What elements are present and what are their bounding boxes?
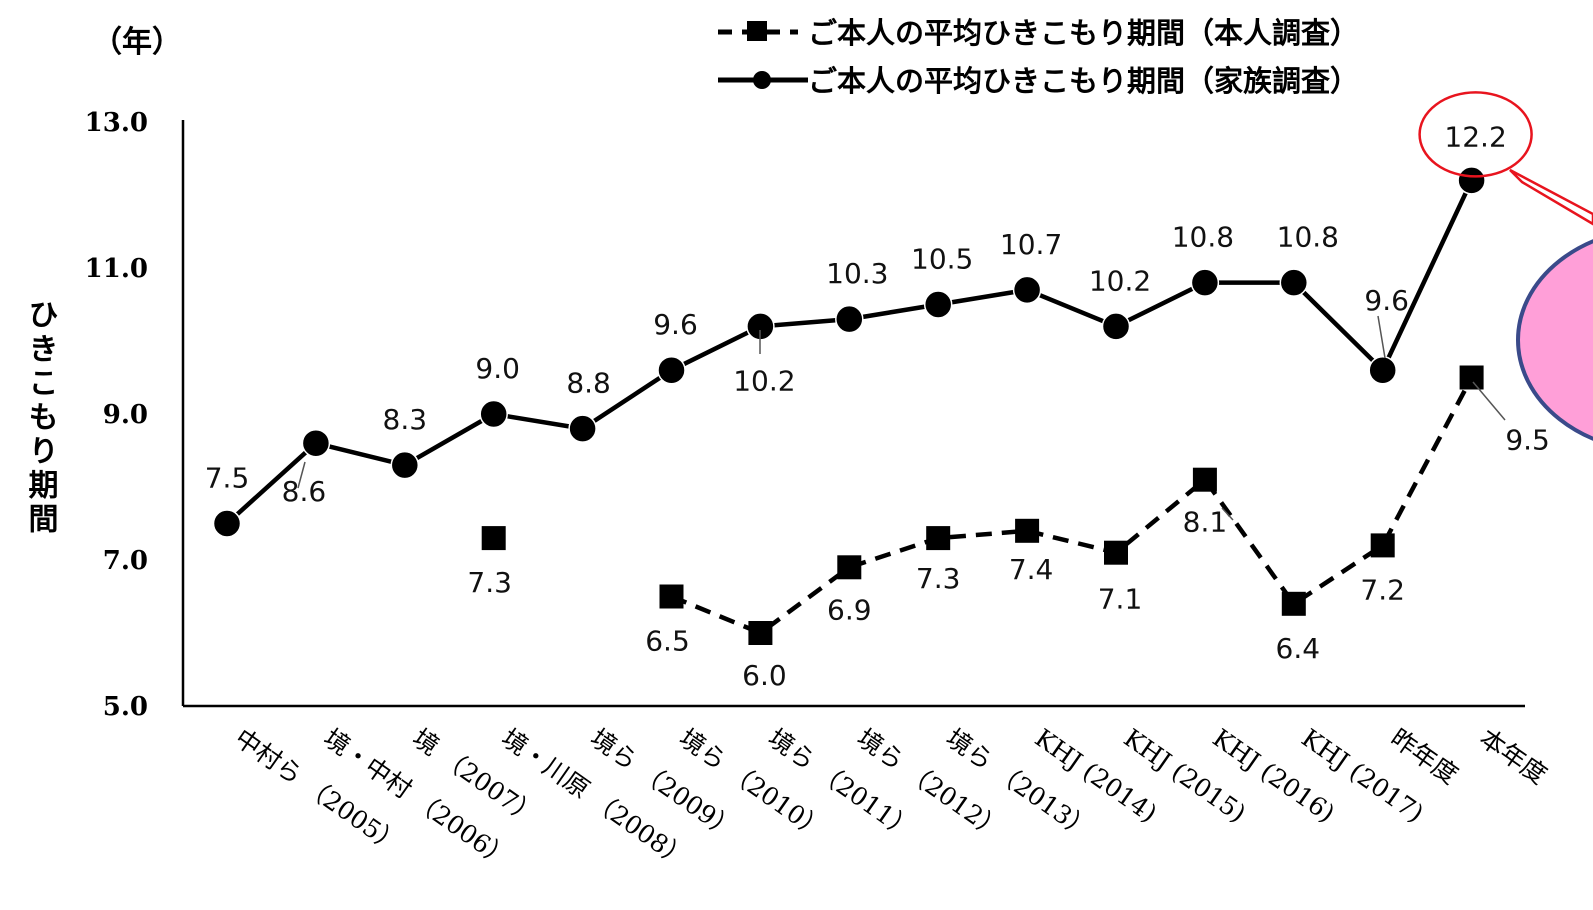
data-point-square — [1015, 518, 1040, 543]
data-label: 10.2 — [733, 364, 795, 397]
legend-label-family-survey: ご本人の平均ひきこもり期間（家族調査） — [808, 64, 1359, 98]
data-label: 12.2 — [1444, 120, 1506, 153]
data-point-square — [748, 621, 773, 645]
x-tick-label: 本年度 — [1474, 723, 1552, 790]
data-point-circle — [1279, 268, 1309, 297]
legend: ご本人の平均ひきこもり期間（本人調査） ご本人の平均ひきこもり期間（家族調査） — [718, 16, 1359, 98]
data-label: 7.4 — [1009, 553, 1054, 586]
data-label: 8.8 — [566, 367, 611, 400]
data-point-circle — [657, 355, 686, 385]
data-point-circle — [301, 428, 331, 458]
x-tick-label: 境ら （2009） — [585, 723, 742, 845]
label-leader-line — [297, 461, 306, 489]
data-point-square — [1459, 365, 1484, 390]
data-label: 8.1 — [1183, 506, 1228, 539]
data-point-square — [481, 526, 506, 551]
x-tick-label: 境ら （2012） — [852, 723, 1009, 845]
data-point-circle — [1101, 312, 1131, 341]
data-label: 7.3 — [467, 566, 512, 599]
data-point-square — [1370, 533, 1395, 558]
highlight-ring — [1418, 91, 1533, 178]
data-label: 9.6 — [653, 308, 698, 341]
y-axis-title: ひきこもり期間 — [23, 299, 59, 537]
y-tick-label: 13.0 — [85, 108, 148, 138]
x-tick-label: 中村ら （2005） — [230, 723, 408, 860]
data-label: 6.4 — [1276, 632, 1321, 665]
y-tick-labels: 5.0 7.0 9.0 11.0 13.0 — [85, 108, 148, 722]
data-point-circle — [568, 414, 597, 443]
y-tick-label: 5.0 — [103, 692, 148, 722]
data-labels: 7.3 6.5 6.0 6.9 7.3 7.4 7.1 8.1 6.4 7.2 9.5 7.5 8.6 8… — [205, 120, 1550, 692]
data-point-circle — [1012, 275, 1042, 305]
data-label: 8.6 — [282, 475, 327, 508]
callout-bubble — [1516, 239, 1593, 441]
data-point-square — [926, 526, 951, 551]
data-point-circle — [479, 399, 508, 429]
callout-pointer — [1509, 168, 1593, 226]
data-label: 6.9 — [827, 593, 872, 626]
data-point-circle — [835, 304, 864, 334]
x-tick-labels: 中村ら （2005）境・中村 （2006）境 （2007）境・川原 （2008）… — [230, 723, 1553, 874]
data-label: 8.3 — [383, 403, 428, 436]
x-tick-label: 境ら （2011） — [763, 723, 920, 845]
data-label: 10.3 — [826, 257, 888, 290]
y-tick-label: 7.0 — [103, 546, 148, 576]
data-label: 7.3 — [916, 562, 961, 595]
highlight-callout — [1418, 91, 1593, 441]
data-point-square — [837, 555, 862, 580]
data-label: 10.5 — [911, 243, 973, 276]
data-point-circle — [1368, 355, 1397, 385]
legend-circle-marker — [753, 71, 771, 89]
legend-label-self-survey: ご本人の平均ひきこもり期間（本人調査） — [808, 16, 1359, 50]
data-label: 10.7 — [1000, 228, 1062, 261]
series-layer — [212, 166, 1486, 645]
data-point-circle — [1457, 166, 1486, 195]
data-point-circle — [212, 509, 242, 538]
data-point-square — [1192, 467, 1217, 492]
x-tick-label: 境ら （2013） — [941, 723, 1098, 845]
legend-square-marker — [747, 21, 767, 41]
data-label: 9.6 — [1364, 284, 1409, 317]
x-tick-label: 昨年度 — [1385, 723, 1463, 790]
label-leader-line — [1472, 381, 1506, 421]
x-tick-label: 境ら （2010） — [674, 723, 831, 845]
y-unit-label: （年） — [92, 25, 182, 60]
data-label: 10.8 — [1172, 221, 1234, 254]
data-label: 6.5 — [645, 625, 690, 658]
y-tick-label: 11.0 — [85, 254, 148, 284]
data-point-square — [1281, 591, 1306, 616]
data-label: 6.0 — [742, 659, 787, 692]
data-label: 10.8 — [1277, 221, 1339, 254]
data-point-circle — [390, 450, 420, 480]
data-label: 9.0 — [475, 352, 520, 385]
data-label: 7.1 — [1098, 583, 1143, 616]
series-line-self-survey — [670, 376, 1474, 636]
data-label: 7.5 — [205, 462, 250, 495]
data-point-circle — [1190, 268, 1220, 297]
data-point-square — [659, 584, 684, 609]
data-label: 9.5 — [1505, 424, 1550, 457]
data-point-square — [1104, 540, 1128, 565]
data-label: 7.2 — [1360, 573, 1405, 606]
label-leader-line — [1221, 507, 1234, 521]
y-tick-label: 9.0 — [103, 400, 148, 430]
data-label: 10.2 — [1089, 264, 1151, 297]
label-leader-line — [1377, 315, 1386, 359]
data-point-circle — [923, 290, 953, 319]
